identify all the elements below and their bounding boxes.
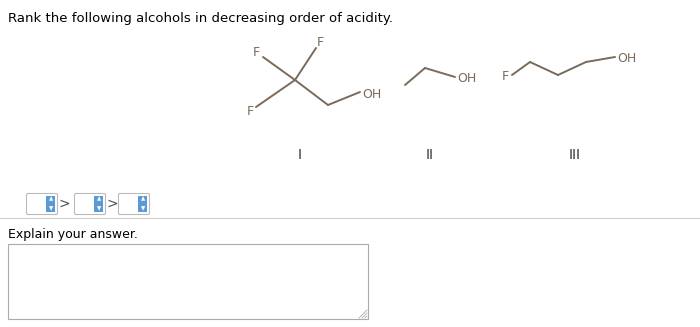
Text: ▲: ▲ — [97, 197, 101, 201]
Text: >: > — [106, 197, 118, 211]
Bar — [138, 196, 147, 212]
Text: ▼: ▼ — [49, 206, 53, 212]
Text: OH: OH — [362, 89, 382, 101]
Text: ▼: ▼ — [141, 206, 145, 212]
Text: F: F — [247, 105, 254, 118]
Text: I: I — [298, 148, 302, 162]
Text: OH: OH — [457, 73, 476, 85]
Text: F: F — [317, 36, 324, 49]
Bar — [8, 244, 368, 319]
Text: OH: OH — [617, 53, 636, 65]
Text: >: > — [58, 197, 70, 211]
Bar — [94, 196, 103, 212]
FancyBboxPatch shape — [118, 194, 150, 215]
Text: F: F — [253, 46, 260, 59]
Text: Rank the following alcohols in decreasing order of acidity.: Rank the following alcohols in decreasin… — [8, 12, 393, 25]
Text: Explain your answer.: Explain your answer. — [8, 228, 138, 241]
FancyBboxPatch shape — [74, 194, 106, 215]
Text: F: F — [502, 71, 509, 83]
Text: ▼: ▼ — [97, 206, 101, 212]
Text: II: II — [426, 148, 434, 162]
Text: ▲: ▲ — [141, 197, 145, 201]
Bar — [46, 196, 55, 212]
Text: III: III — [569, 148, 581, 162]
Text: ▲: ▲ — [49, 197, 53, 201]
FancyBboxPatch shape — [27, 194, 57, 215]
